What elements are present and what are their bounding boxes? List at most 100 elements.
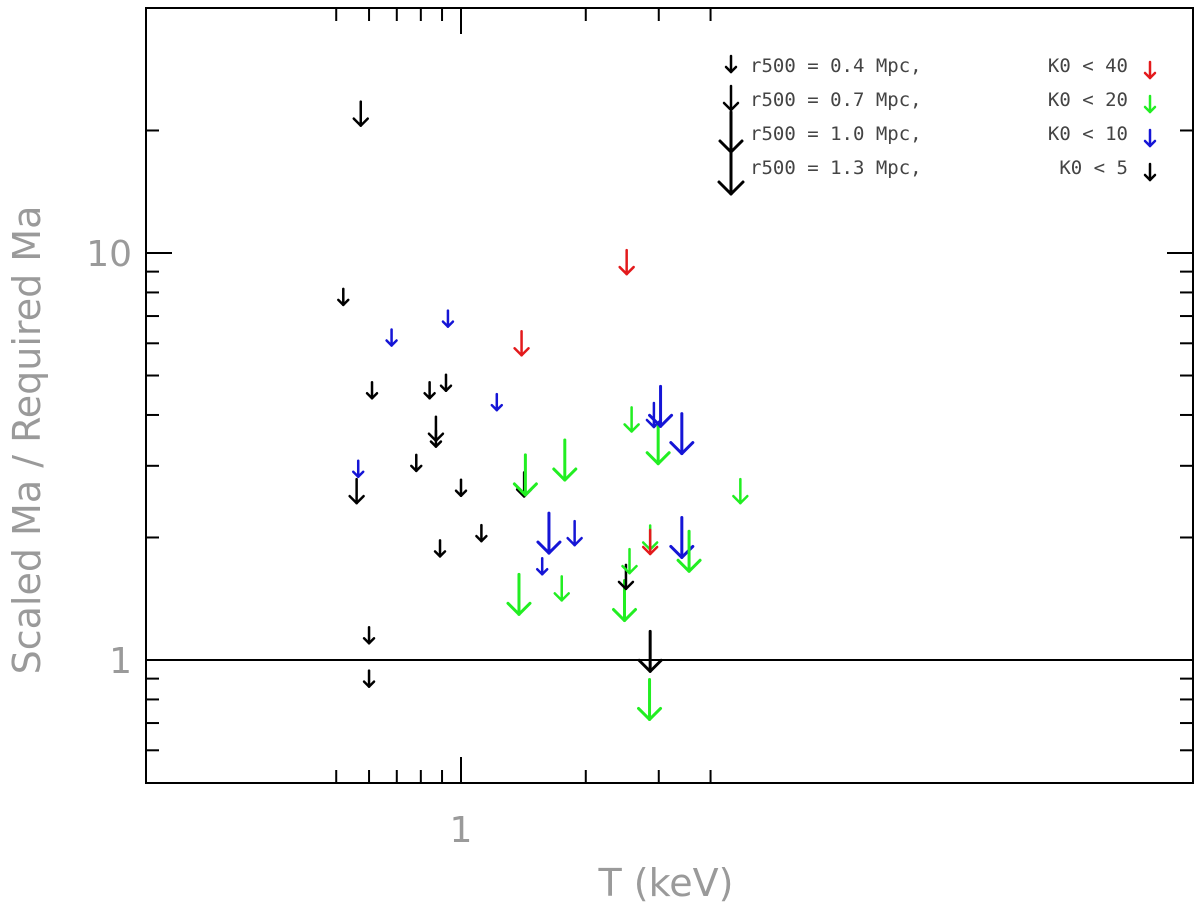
arrow-head <box>623 423 640 433</box>
data-point-arrow <box>362 669 376 688</box>
legend-size-label: r500 = 1.3 Mpc, <box>750 157 922 179</box>
arrow-head <box>637 706 663 721</box>
data-point-arrow <box>552 438 578 482</box>
data-point-arrow <box>337 287 350 307</box>
tick-labels: 1 10 1 <box>86 234 472 851</box>
data-point-arrow <box>365 381 379 400</box>
arrow-head <box>535 567 549 576</box>
data-point-arrow <box>621 547 638 575</box>
legend-color-label: K0 < 40 <box>1048 55 1128 77</box>
data-point-arrow <box>410 453 423 473</box>
arrow-head <box>348 494 365 505</box>
arrow-head <box>490 403 504 412</box>
arrow-head <box>352 117 370 127</box>
legend-size-marker <box>717 136 745 196</box>
arrow-head <box>439 384 453 392</box>
arrow-head <box>362 680 376 688</box>
legend-size-marker <box>722 84 740 112</box>
arrow-head <box>553 592 570 602</box>
data-point-arrow <box>641 528 659 556</box>
data-point-arrow <box>429 429 443 448</box>
data-point-arrow <box>348 477 365 505</box>
arrow-head <box>669 441 695 456</box>
arrow-head <box>717 180 745 196</box>
data-points <box>337 100 749 721</box>
arrow-head <box>506 601 532 616</box>
arrow-head <box>1143 173 1157 182</box>
arrow-head <box>454 489 468 497</box>
arrow-head <box>512 482 538 497</box>
arrow-head <box>722 101 740 112</box>
arrow-head <box>423 392 436 400</box>
arrow-head <box>617 580 635 591</box>
data-point-arrow <box>553 575 570 602</box>
data-point-arrow <box>506 572 532 616</box>
y-tick-label: 1 <box>109 641 132 682</box>
legend-color-marker <box>1143 94 1157 114</box>
x-axis-label: T (keV) <box>598 861 734 905</box>
data-point-arrow <box>623 406 640 433</box>
data-point-arrow <box>669 412 695 456</box>
legend: r500 = 0.4 Mpc, r500 = 0.7 Mpc, r500 = 1.0… <box>717 54 1157 196</box>
x-tick-label: 1 <box>450 810 473 851</box>
arrow-head <box>536 540 562 555</box>
data-point-arrow <box>385 328 398 347</box>
arrow-head <box>441 320 455 328</box>
data-point-arrow <box>732 477 749 505</box>
arrow-head <box>645 451 671 466</box>
data-point-arrow <box>645 422 671 466</box>
data-point-arrow <box>433 539 447 558</box>
arrow-head <box>429 440 443 448</box>
plot-frame <box>145 7 1194 784</box>
arrow-head <box>351 470 365 479</box>
data-point-arrow <box>441 309 455 328</box>
legend-color-label: K0 < 20 <box>1048 89 1128 111</box>
data-point-arrow <box>454 478 468 497</box>
legend-size-label: r500 = 0.7 Mpc, <box>750 89 922 111</box>
data-point-arrow <box>423 381 436 400</box>
legend-color-marker <box>1143 162 1157 182</box>
data-point-arrow <box>439 373 453 392</box>
arrow-head <box>362 637 376 645</box>
arrow-head <box>648 413 674 428</box>
arrow-head <box>732 494 749 505</box>
axis-ticks <box>146 8 1193 783</box>
arrow-head <box>433 550 447 558</box>
data-point-arrow <box>351 459 365 479</box>
data-point-arrow <box>536 511 562 555</box>
legend-color-label: K0 < 10 <box>1048 123 1128 145</box>
data-point-arrow <box>648 384 674 428</box>
data-point-arrow <box>566 519 583 547</box>
data-point-arrow <box>676 529 702 573</box>
data-point-arrow <box>490 392 504 412</box>
arrow-head <box>724 65 738 74</box>
legend-color-marker <box>1143 60 1157 80</box>
arrow-head <box>566 536 583 547</box>
arrow-head <box>410 464 423 473</box>
data-point-arrow <box>362 626 376 645</box>
legend-color-label: K0 < 5 <box>1059 157 1128 179</box>
arrow-head <box>676 558 702 573</box>
arrow-head <box>385 339 398 347</box>
data-point-arrow <box>352 100 370 127</box>
arrow-head <box>365 392 379 400</box>
arrow-head <box>1143 105 1157 114</box>
legend-size-label: r500 = 1.0 Mpc, <box>750 123 922 145</box>
arrow-head <box>641 545 659 556</box>
data-point-arrow <box>513 330 530 357</box>
arrow-head <box>1143 139 1157 148</box>
y-tick-label: 10 <box>86 234 132 275</box>
legend-color-marker <box>1143 128 1157 148</box>
data-point-arrow <box>535 556 549 576</box>
legend-size-label: r500 = 0.4 Mpc, <box>750 55 922 77</box>
arrow-head <box>475 534 488 543</box>
y-axis-label: Scaled Ma / Required Ma <box>5 206 49 675</box>
arrow-head <box>513 347 530 357</box>
data-point-arrow <box>512 453 538 497</box>
arrow-head <box>1143 71 1157 80</box>
data-point-arrow <box>618 248 635 276</box>
data-point-arrow <box>475 523 488 543</box>
arrow-head <box>621 564 638 575</box>
